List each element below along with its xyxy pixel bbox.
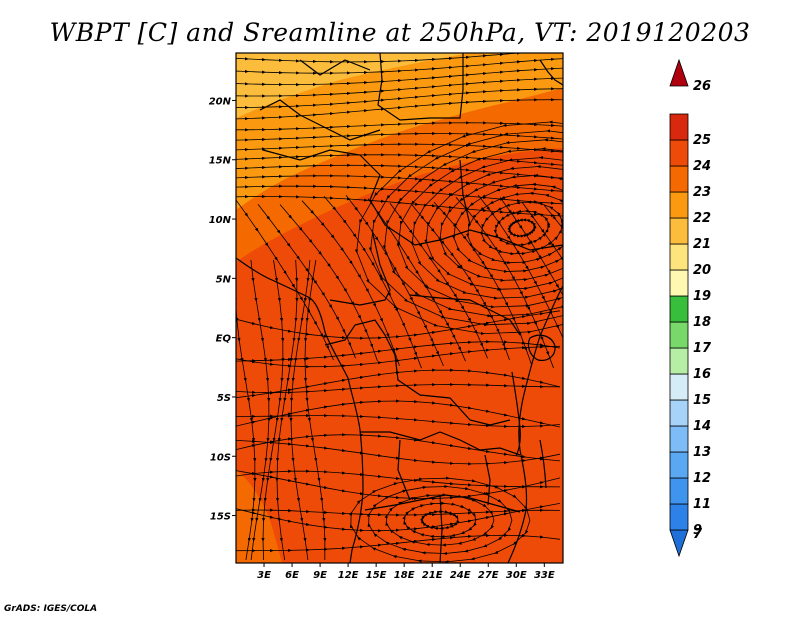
border-13: [397, 439, 411, 501]
west-africa-coastline: [236, 257, 364, 563]
colorbar-label: 23: [693, 185, 711, 200]
colorbar-label: 18: [693, 315, 711, 330]
border-10: [364, 494, 521, 513]
colorbar-swatch: [669, 191, 689, 219]
lat-tick-label: EQ: [216, 334, 232, 345]
colorbar-swatch: [669, 243, 689, 271]
border-3: [259, 99, 381, 141]
colorbar-swatch: [669, 58, 689, 87]
lat-tick-label: 5N: [216, 274, 232, 285]
lon-tick-label: 33E: [534, 570, 555, 581]
map-frame: [235, 52, 564, 564]
border-7: [409, 294, 521, 336]
colorbar-swatch: [669, 425, 689, 453]
lon-tick-label: 24E: [450, 570, 471, 581]
colorbar-label: 21: [693, 237, 711, 252]
streamline: [521, 201, 563, 348]
longitude-axis: 3E 6E 9E 12E 15E 18E 21E 24E 27E 30E 33E: [257, 563, 555, 581]
lat-tick-label: 10N: [209, 215, 232, 226]
colorbar-label: 12: [693, 471, 711, 486]
lake-victoria: [527, 334, 556, 361]
colorbar-swatch: [669, 347, 689, 375]
lon-tick-label: 15E: [366, 570, 387, 581]
border-2: [299, 59, 371, 76]
lon-tick-label: 12E: [338, 570, 359, 581]
colorbar-swatch: [669, 529, 689, 558]
colorbar-label: 15: [693, 393, 711, 408]
colorbar-swatch: [669, 217, 689, 245]
colorbar-label: 22: [693, 211, 711, 226]
lon-tick-label: 18E: [394, 570, 415, 581]
colorbar-label: 7: [693, 527, 703, 542]
lat-tick-label: 5S: [217, 393, 231, 404]
colorbar-swatch: [669, 269, 689, 297]
lon-tick-label: 21E: [422, 570, 443, 581]
colorbar-label: 13: [693, 445, 711, 460]
map-title: WBPT [C] and Sreamline at 250hPa, VT: 20…: [49, 18, 751, 47]
colorbar: 79 11 12 13 14 15 16 17 18 19 20 21 22 23 24 25 26: [669, 58, 712, 558]
lon-tick-label: 30E: [506, 570, 527, 581]
border-4: [262, 149, 563, 251]
lake-tanganyika: [511, 371, 521, 457]
colorbar-swatch: [669, 321, 689, 349]
border-6: [459, 159, 471, 226]
colorbar-label: 25: [693, 133, 711, 148]
colorbar-swatch: [669, 295, 689, 323]
colorbar-swatch: [669, 113, 689, 141]
colorbar-label: 19: [693, 289, 711, 304]
lat-tick-label: 20N: [209, 96, 232, 107]
streamline: [236, 98, 563, 121]
colorbar-swatch: [669, 165, 689, 193]
lat-tick-label: 10S: [210, 452, 231, 463]
border-14: [539, 59, 563, 86]
lat-tick-label: 15S: [210, 512, 231, 523]
border-5: [329, 229, 391, 306]
border-1: [377, 53, 464, 121]
border-11: [439, 494, 443, 563]
colorbar-label: 20: [693, 263, 711, 278]
lon-tick-label: 3E: [257, 570, 271, 581]
streamline: [303, 259, 327, 561]
colorbar-label: 24: [693, 159, 711, 174]
streamline: [566, 203, 664, 363]
border-12: [484, 454, 491, 506]
colorbar-label-top: 26: [693, 79, 711, 94]
grads-credit: GrADS: IGES/COLA: [4, 604, 98, 614]
latitude-axis: 20N 15N 10N 5N EQ 5S 10S 15S: [209, 96, 236, 523]
colorbar-swatch: [669, 477, 689, 505]
border-8: [324, 319, 511, 426]
colorbar-swatch: [669, 451, 689, 479]
colorbar-swatch: [669, 373, 689, 401]
lon-tick-label: 9E: [313, 570, 327, 581]
map-field: [236, 53, 664, 563]
colorbar-swatch: [669, 399, 689, 427]
colorbar-label: 9: [693, 523, 702, 538]
colorbar-label: 11: [693, 497, 711, 512]
streamlines: [236, 53, 664, 563]
lon-tick-label: 6E: [285, 570, 299, 581]
colorbar-swatch: [669, 503, 689, 531]
lat-tick-label: 15N: [209, 156, 232, 167]
colorbar-swatch: [669, 139, 689, 167]
streamline: [348, 476, 531, 563]
colorbar-label: 16: [693, 367, 711, 382]
lake-malawi: [539, 439, 547, 489]
lon-tick-label: 27E: [478, 570, 499, 581]
colorbar-label: 14: [693, 419, 711, 434]
border-9: [360, 431, 521, 456]
coastlines-borders: [236, 53, 563, 563]
colorbar-label: 17: [693, 341, 712, 356]
